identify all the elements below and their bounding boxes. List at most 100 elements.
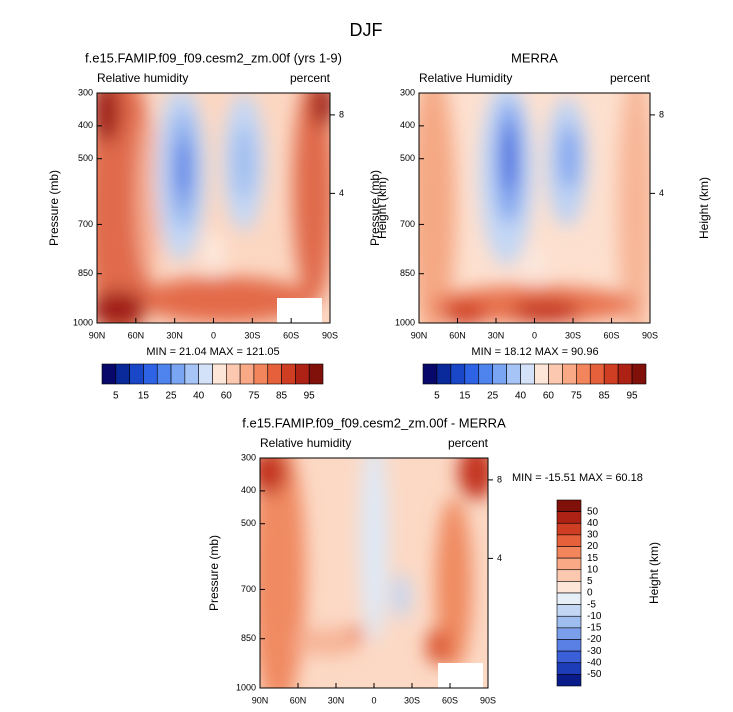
x-tick-label: 30N bbox=[166, 330, 183, 340]
x-tick-label: 60S bbox=[442, 695, 458, 705]
colorbar-label: 0 bbox=[587, 588, 593, 599]
min-max-annotation: MIN = 18.12 MAX = 90.96 bbox=[471, 346, 598, 358]
x-tick-label: 60N bbox=[449, 330, 466, 340]
colorbar-box bbox=[129, 363, 144, 385]
field-blob bbox=[458, 458, 488, 500]
contour-field bbox=[260, 458, 488, 688]
colorbar-box bbox=[492, 363, 507, 385]
colorbar-box bbox=[101, 363, 117, 385]
y2-tick-label: 8 bbox=[497, 474, 502, 484]
colorbar-label: 15 bbox=[587, 553, 599, 564]
x-tick-label: 90N bbox=[252, 695, 269, 705]
right-label: percent bbox=[610, 71, 651, 85]
colorbar-box bbox=[556, 639, 582, 652]
field-blob bbox=[511, 300, 581, 323]
colorbar-box bbox=[156, 363, 172, 385]
panel-title: MERRA bbox=[511, 50, 558, 65]
colorbar-box bbox=[556, 627, 582, 640]
colorbar-label: 15 bbox=[459, 391, 471, 402]
x-tick-label: 0 bbox=[532, 330, 537, 340]
colorbar-box bbox=[239, 363, 255, 385]
colorbar-box bbox=[295, 363, 310, 385]
x-tick-label: 60N bbox=[290, 695, 307, 705]
colorbar-box bbox=[143, 363, 158, 385]
y-tick-label: 1000 bbox=[73, 317, 93, 327]
field-blob bbox=[201, 231, 226, 277]
colorbar-label: -10 bbox=[587, 611, 602, 622]
y-tick-label: 700 bbox=[241, 584, 256, 594]
colorbar-box bbox=[556, 615, 582, 629]
colorbar-box bbox=[267, 363, 282, 385]
colorbar-box bbox=[556, 592, 582, 605]
x-tick-label: 30N bbox=[488, 330, 505, 340]
x-tick-label: 30N bbox=[328, 695, 345, 705]
field-blob bbox=[617, 93, 650, 323]
colorbar-box bbox=[617, 363, 633, 385]
field-blob bbox=[392, 573, 411, 619]
field-blob bbox=[419, 93, 456, 323]
colorbar-label: 60 bbox=[221, 391, 233, 402]
figure-title: DJF bbox=[350, 20, 383, 40]
colorbar-box bbox=[556, 569, 582, 582]
y-tick-label: 1000 bbox=[395, 317, 415, 327]
colorbar-label: 85 bbox=[276, 391, 288, 402]
x-tick-label: 90S bbox=[322, 330, 338, 340]
y-tick-label: 850 bbox=[78, 268, 93, 278]
colorbar-label: 5 bbox=[113, 391, 119, 402]
field-blob bbox=[177, 136, 190, 202]
y-axis-label: Pressure (mb) bbox=[207, 535, 221, 611]
colorbar-box bbox=[548, 363, 563, 385]
x-tick-label: 60N bbox=[128, 330, 145, 340]
field-blob bbox=[311, 93, 330, 128]
y-tick-label: 400 bbox=[241, 485, 256, 495]
colorbar-label: 75 bbox=[248, 391, 260, 402]
colorbar-label: 20 bbox=[587, 541, 599, 552]
y-tick-label: 500 bbox=[400, 153, 415, 163]
left-label: Relative humidity bbox=[260, 436, 351, 450]
right-label: percent bbox=[448, 436, 489, 450]
x-tick-label: 90N bbox=[89, 330, 106, 340]
colorbar-box bbox=[422, 363, 438, 385]
y2-tick-label: 4 bbox=[339, 188, 344, 198]
field-blob bbox=[559, 125, 579, 190]
y-tick-label: 300 bbox=[241, 452, 256, 462]
y-tick-label: 700 bbox=[78, 219, 93, 229]
panel-title: f.e15.FAMIP.f09_f09.cesm2_zm.00f - MERRA bbox=[242, 415, 506, 430]
x-tick-label: 30S bbox=[404, 695, 420, 705]
x-tick-label: 90N bbox=[411, 330, 428, 340]
field-blob bbox=[442, 302, 489, 323]
x-tick-label: 30S bbox=[565, 330, 581, 340]
colorbar-label: 10 bbox=[587, 564, 599, 575]
colorbar-label: 75 bbox=[571, 391, 583, 402]
y-tick-label: 500 bbox=[241, 518, 256, 528]
y-tick-label: 400 bbox=[78, 120, 93, 130]
colorbar-label: -15 bbox=[587, 623, 602, 634]
colorbar-box bbox=[556, 499, 582, 512]
colorbar-label: 85 bbox=[599, 391, 611, 402]
colorbar-label: 95 bbox=[627, 391, 639, 402]
colorbar-box bbox=[308, 363, 324, 385]
colorbar-box bbox=[556, 581, 582, 594]
colorbar-box bbox=[556, 674, 582, 687]
field-blob bbox=[233, 125, 255, 199]
colorbar-label: -5 bbox=[587, 599, 596, 610]
colorbar-label: 40 bbox=[193, 391, 205, 402]
field-blob bbox=[360, 458, 388, 642]
left-label: Relative humidity bbox=[97, 71, 188, 85]
colorbar-box bbox=[184, 363, 199, 385]
min-max-annotation: MIN = -15.51 MAX = 60.18 bbox=[512, 472, 643, 484]
y2-tick-label: 4 bbox=[497, 553, 502, 563]
field-blob bbox=[97, 93, 121, 144]
y-tick-label: 700 bbox=[400, 219, 415, 229]
y-tick-label: 500 bbox=[78, 153, 93, 163]
x-tick-label: 30S bbox=[244, 330, 260, 340]
field-blob bbox=[292, 93, 330, 305]
missing-patch bbox=[277, 298, 322, 323]
colorbar-box bbox=[556, 546, 582, 559]
colorbar-box bbox=[556, 522, 582, 536]
x-tick-label: 0 bbox=[211, 330, 216, 340]
colorbar-box bbox=[603, 363, 619, 385]
field-blobs bbox=[260, 458, 488, 688]
colorbar-label: 5 bbox=[587, 576, 593, 587]
